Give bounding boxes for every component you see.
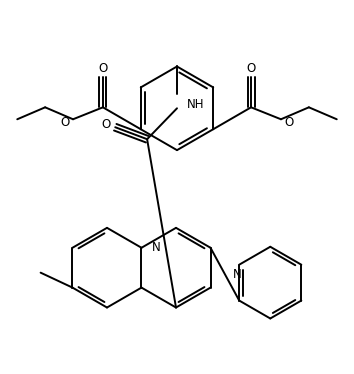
Text: O: O: [98, 62, 108, 75]
Text: NH: NH: [187, 98, 205, 111]
Text: N: N: [152, 241, 160, 254]
Text: O: O: [246, 62, 256, 75]
Text: N: N: [233, 268, 241, 281]
Text: O: O: [102, 118, 111, 131]
Text: O: O: [61, 116, 70, 129]
Text: O: O: [284, 116, 293, 129]
